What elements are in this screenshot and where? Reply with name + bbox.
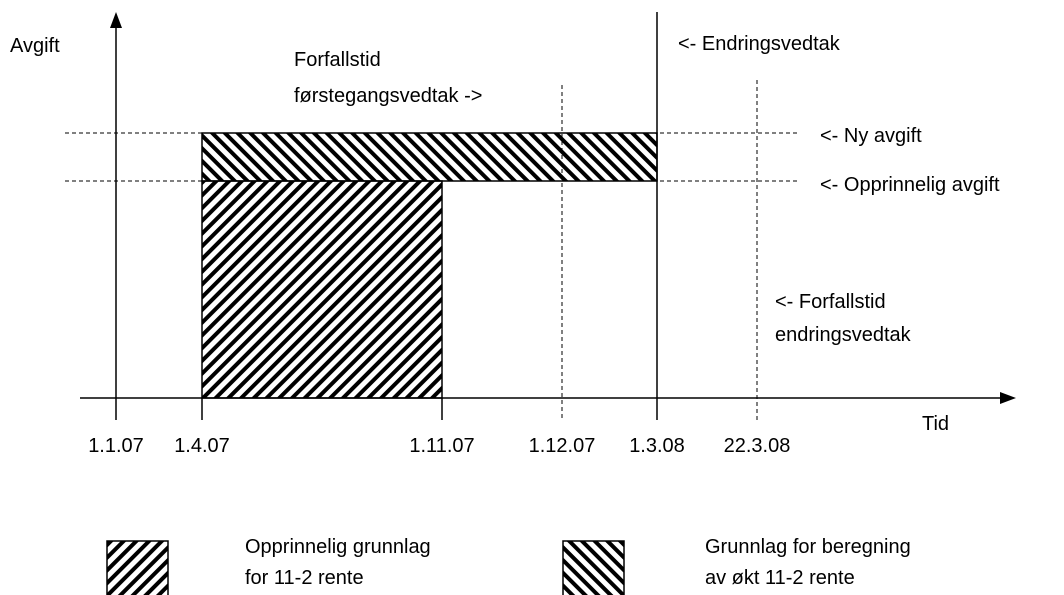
legend-label: for 11-2 rente — [245, 567, 364, 589]
y-axis-arrow — [110, 12, 122, 28]
date-label: 1.11.07 — [409, 435, 474, 457]
date-label: 1.3.08 — [629, 435, 685, 457]
original-basis-area — [201, 180, 443, 399]
increased-basis-area — [201, 132, 658, 182]
annotation: <- Ny avgift — [820, 125, 922, 147]
y-label: Avgift — [10, 35, 60, 57]
date-label: 1.12.07 — [529, 435, 596, 457]
annotation: Forfallstid — [294, 49, 381, 71]
legend-swatch — [106, 540, 169, 595]
x-label: Tid — [922, 413, 949, 435]
date-label: 22.3.08 — [724, 435, 791, 457]
annotation: <- Endringsvedtak — [678, 33, 841, 55]
legend-label: Grunnlag for beregning — [705, 536, 911, 558]
date-label: 1.4.07 — [174, 435, 230, 457]
annotation: endringsvedtak — [775, 324, 912, 346]
legend-label: Opprinnelig grunnlag — [245, 536, 431, 558]
date-label: 1.1.07 — [88, 435, 144, 457]
x-axis-arrow — [1000, 392, 1016, 404]
annotation: <- Forfallstid — [775, 291, 886, 313]
annotation: førstegangsvedtak -> — [294, 85, 482, 107]
legend-label: av økt 11-2 rente — [705, 567, 855, 589]
legend-swatch — [562, 540, 625, 595]
annotation: <- Opprinnelig avgift — [820, 174, 1000, 196]
